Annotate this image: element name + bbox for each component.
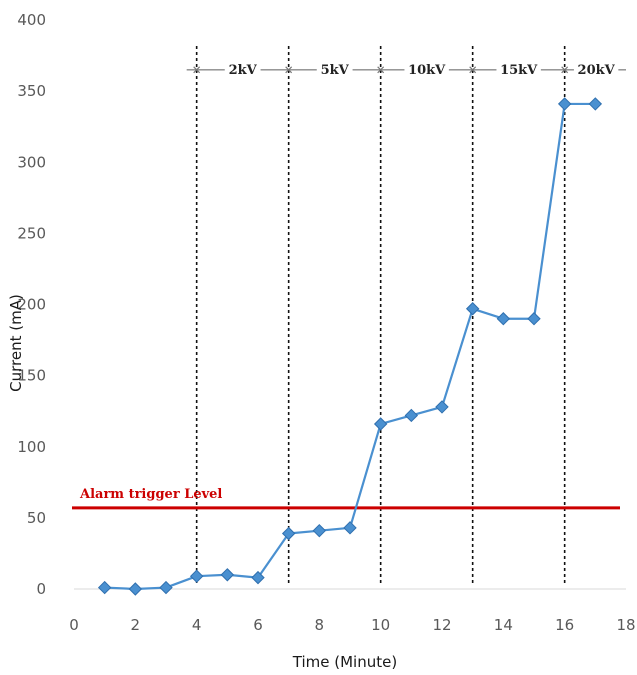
phase-marker	[193, 66, 201, 74]
phase-marker	[285, 66, 293, 74]
data-point	[465, 302, 480, 316]
series-current	[97, 97, 603, 596]
y-tick-label: 300	[17, 153, 46, 171]
x-tick-label: 10	[371, 616, 390, 634]
y-axis-title: Current (mA)	[7, 294, 25, 392]
x-tick-label: 14	[494, 616, 513, 634]
y-tick-label: 350	[17, 82, 46, 100]
phase-label-bg	[573, 58, 619, 79]
y-tick-label: 100	[17, 438, 46, 456]
data-point	[251, 570, 265, 585]
y-tick-label: 400	[17, 11, 46, 29]
y-tick-label: 50	[27, 509, 46, 527]
phase-label-bg	[224, 58, 261, 79]
x-tick-label: 2	[131, 616, 141, 634]
phase-label: 5kV	[321, 63, 350, 78]
data-point	[343, 521, 357, 535]
x-tick-label: 12	[432, 616, 451, 634]
data-point	[373, 417, 388, 431]
y-tick-labels: 0 50 100 150 200 250 300 350 400	[17, 11, 46, 598]
data-point	[404, 408, 419, 423]
phase-label-bg	[316, 58, 353, 79]
phase-label: 2kV	[229, 63, 258, 78]
x-tick-label: 18	[616, 616, 635, 634]
series-line	[104, 102, 596, 591]
phase-marker	[469, 66, 477, 74]
alarm-group: Alarm trigger Level	[72, 487, 620, 510]
data-point	[220, 568, 235, 582]
y-tick-label: 0	[36, 580, 46, 598]
x-tick-label: 6	[253, 616, 263, 634]
y-tick-label: 200	[17, 296, 46, 314]
y-tick-label: 150	[17, 367, 46, 385]
phase-marker	[377, 66, 385, 74]
phase-marker	[561, 66, 569, 74]
data-point	[159, 580, 173, 595]
x-tick-label: 8	[315, 616, 325, 634]
alarm-label: Alarm trigger Level	[79, 487, 222, 502]
x-axis-title: Time (Minute)	[292, 653, 397, 671]
phase-label-bg	[496, 58, 541, 79]
phase-label: 20kV	[578, 63, 616, 78]
x-tick-label: 4	[192, 616, 202, 634]
data-point	[128, 582, 143, 596]
data-point	[189, 569, 204, 583]
data-point	[281, 526, 296, 541]
data-point	[588, 97, 603, 111]
data-point	[557, 97, 572, 111]
data-point	[435, 400, 449, 414]
y-tick-label: 250	[17, 224, 46, 242]
x-tick-label: 0	[69, 616, 79, 634]
data-point	[496, 312, 511, 326]
data-point	[312, 523, 327, 538]
phase-label-bg	[404, 58, 449, 79]
data-point	[97, 580, 112, 595]
x-tick-label: 16	[555, 616, 574, 634]
phase-label: 15kV	[500, 63, 538, 78]
phase-label: 10kV	[408, 63, 446, 78]
phase-guides: 2kV 5kV 10kV 15kV 20kV	[186, 46, 626, 585]
data-point	[527, 312, 541, 326]
x-tick-labels: 0 2 4 6 8 10 12 14 16 18	[69, 616, 635, 634]
